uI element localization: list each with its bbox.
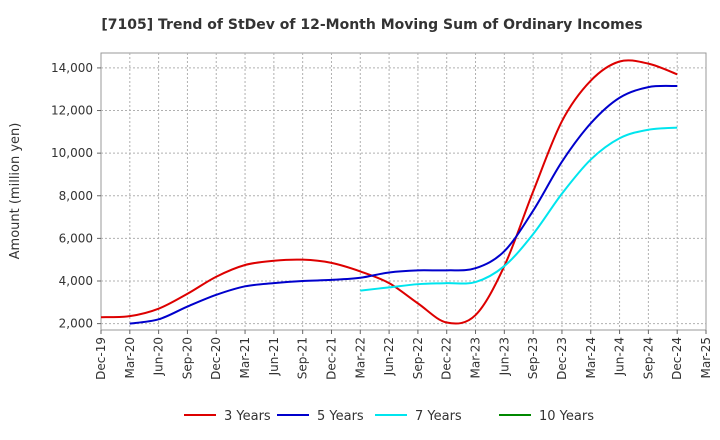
y-tick-label: 14,000: [51, 61, 93, 75]
y-axis: 2,000 4,000 6,000 8,000 10,000 12,000 14,000: [51, 61, 101, 331]
y-tick-label: 2,000: [59, 317, 93, 331]
x-tick-label: Dec-20: [209, 337, 223, 380]
x-tick-label: Dec-19: [94, 337, 108, 380]
x-tick-label: Mar-20: [123, 337, 137, 378]
x-tick-label: Jun-24: [613, 337, 627, 376]
x-tick-label: Mar-25: [699, 337, 713, 378]
x-tick-label: Mar-22: [353, 337, 367, 378]
x-tick-label: Sep-21: [296, 337, 310, 379]
series-lines: [100, 59, 678, 325]
y-axis-label: Amount (million yen): [8, 123, 23, 260]
x-tick-label: Sep-22: [411, 337, 425, 379]
y-tick-label: 8,000: [59, 189, 93, 203]
series-line-7-years: [360, 126, 678, 292]
legend-label-5-years: 5 Years: [317, 409, 364, 424]
x-tick-label: Jun-20: [152, 337, 166, 376]
x-tick-label: Dec-24: [670, 337, 684, 380]
x-tick-label: Sep-23: [526, 337, 540, 379]
y-tick-label: 4,000: [59, 274, 93, 288]
y-tick-label: 10,000: [51, 146, 93, 160]
x-tick-label: Mar-23: [469, 337, 483, 378]
legend-label-3-years: 3 Years: [224, 409, 271, 424]
x-axis: Dec-19 Mar-20 Jun-20 Sep-20 Dec-20 Mar-21 Jun-…: [94, 330, 713, 380]
x-tick-label: Jun-22: [382, 337, 396, 376]
x-tick-label: Sep-20: [180, 337, 194, 379]
legend-label-10-years: 10 Years: [539, 409, 594, 424]
x-tick-label: Dec-23: [555, 337, 569, 380]
x-tick-label: Mar-21: [238, 337, 252, 378]
x-tick-label: Jun-21: [267, 337, 281, 376]
legend-label-7-years: 7 Years: [415, 409, 462, 424]
x-tick-label: Sep-24: [641, 337, 655, 379]
series-line-3-years: [100, 59, 678, 325]
plot-area: [100, 52, 707, 331]
x-tick-label: Mar-24: [584, 337, 598, 378]
x-tick-label: Jun-23: [497, 337, 511, 376]
y-tick-label: 12,000: [51, 104, 93, 118]
legend: 3 Years 5 Years 7 Years 10 Years: [184, 409, 594, 424]
x-tick-label: Dec-22: [440, 337, 454, 380]
series-line-5-years: [129, 84, 678, 325]
chart-title: [7105] Trend of StDev of 12-Month Moving…: [101, 17, 642, 33]
y-tick-label: 6,000: [59, 231, 93, 245]
x-tick-label: Dec-21: [324, 337, 338, 380]
